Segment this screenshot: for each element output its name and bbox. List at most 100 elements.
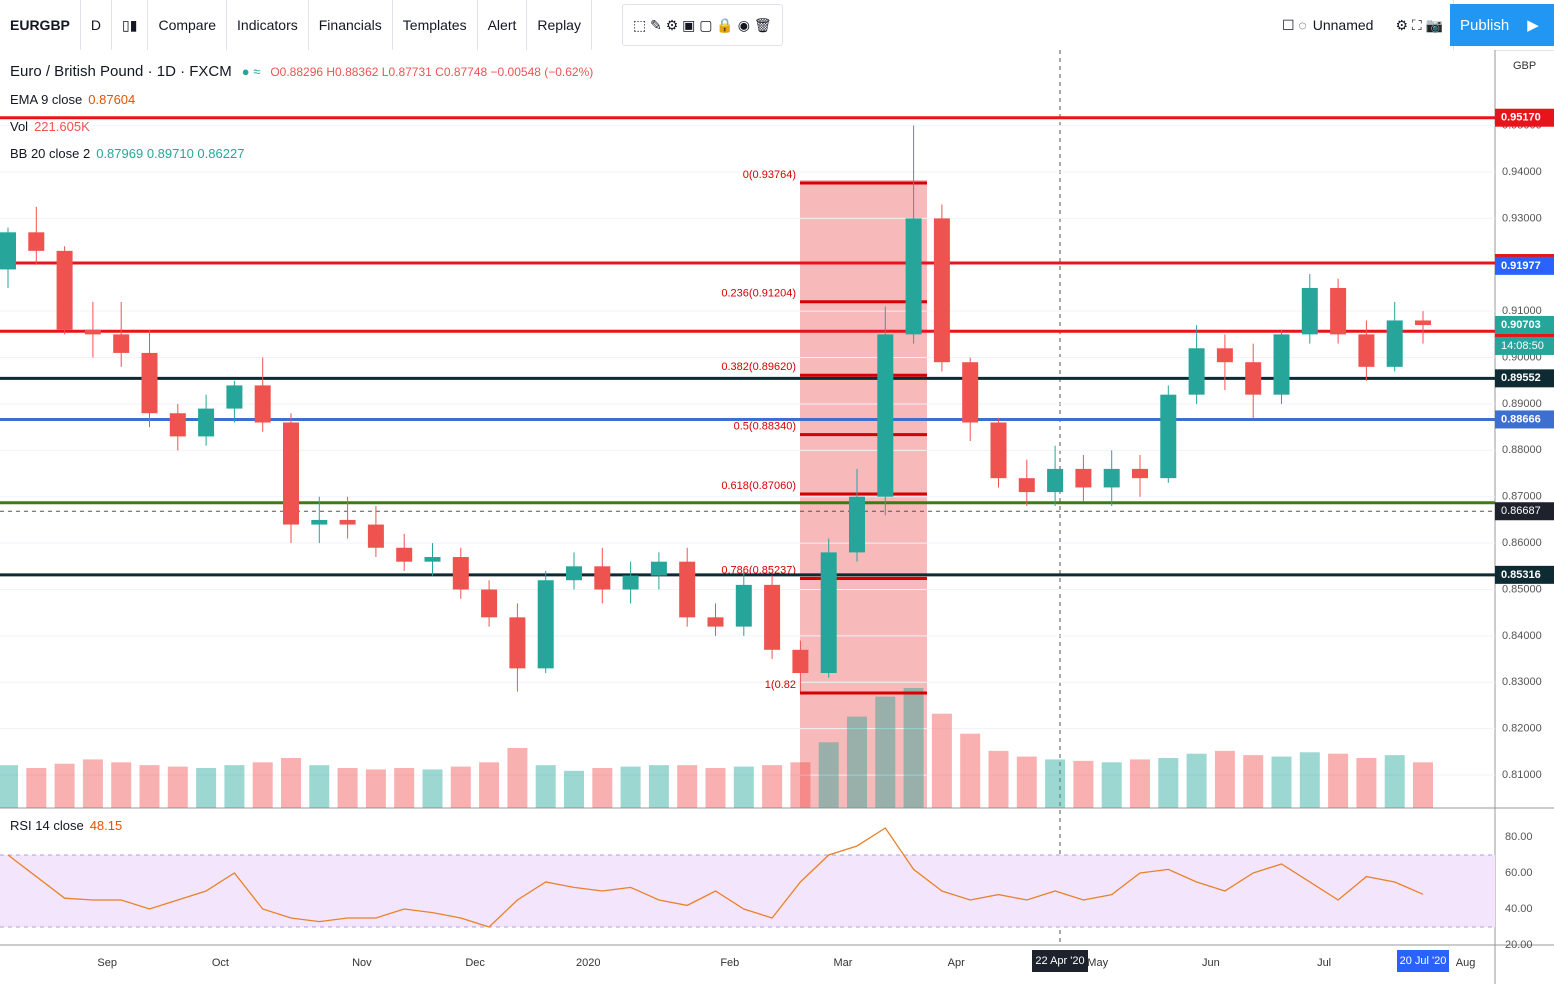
volume-bar bbox=[1016, 756, 1037, 808]
volume-bar bbox=[309, 765, 330, 808]
y-tick-label: 0.84000 bbox=[1502, 630, 1542, 642]
price-badge-label: 0.95170 bbox=[1501, 112, 1541, 124]
candle-body bbox=[396, 547, 413, 562]
candle-body bbox=[1301, 287, 1318, 335]
crosshair-label: 0.86687 bbox=[1501, 505, 1541, 517]
rsi-value: 48.15 bbox=[89, 818, 123, 833]
volume-bar bbox=[507, 748, 528, 808]
y-tick-label: 0.91000 bbox=[1502, 305, 1542, 317]
volume-bar bbox=[592, 768, 613, 808]
volume-bar bbox=[1299, 752, 1320, 808]
price-badge-label: 0.89552 bbox=[1501, 372, 1541, 384]
chart-type[interactable]: ▯▮ bbox=[112, 0, 149, 50]
y-tick-label: 0.81000 bbox=[1502, 769, 1542, 781]
rsi-tick-label: 20.00 bbox=[1505, 939, 1533, 951]
toolbar-button[interactable]: Financials bbox=[309, 0, 393, 50]
x-tick-label: Apr bbox=[948, 957, 965, 969]
price-badge bbox=[1495, 565, 1554, 584]
candle-body bbox=[1415, 320, 1431, 326]
volume-bar bbox=[988, 750, 1009, 808]
y-tick-label: 0.93000 bbox=[1502, 212, 1542, 224]
candle-body bbox=[735, 584, 752, 627]
price-badge bbox=[1495, 315, 1554, 334]
volume-bar bbox=[1101, 762, 1122, 808]
legend-title: Euro / British Pound · 1D · FXCM bbox=[10, 63, 232, 80]
toolbar-button[interactable]: Replay bbox=[527, 0, 592, 50]
fib-label: 0.236(0.91204) bbox=[721, 288, 796, 300]
volume-bar bbox=[1045, 759, 1066, 808]
x-tick-label: Dec bbox=[465, 957, 485, 969]
x-tick-label: May bbox=[1087, 957, 1108, 969]
volume-bar bbox=[677, 765, 698, 808]
volume-bar bbox=[931, 713, 952, 808]
volume-bar bbox=[875, 696, 896, 808]
volume-bar bbox=[790, 762, 811, 808]
volume-bar bbox=[1243, 755, 1264, 808]
interval[interactable]: D bbox=[81, 0, 113, 50]
plot-bg bbox=[0, 50, 1495, 808]
fib-label: 1(0.82 bbox=[765, 679, 796, 691]
volume-bar bbox=[196, 768, 217, 808]
toolbar-button[interactable]: Templates bbox=[393, 0, 478, 50]
rsi-tick-label: 40.00 bbox=[1505, 903, 1533, 915]
candle-body bbox=[254, 385, 271, 423]
toolbar: EURGBP D ▯▮ Compare Indicators Financials T… bbox=[0, 0, 1554, 51]
price-badge-label: 0.85316 bbox=[1501, 569, 1541, 581]
candle-body bbox=[1188, 348, 1205, 395]
legend-ohlc: O0.88296 H0.88362 L0.87731 C0.87748 −0.0… bbox=[270, 65, 594, 79]
price-badge bbox=[1495, 256, 1554, 275]
currency: GBP bbox=[1513, 60, 1536, 72]
toolbar-button[interactable]: Indicators bbox=[227, 0, 309, 50]
candle-body bbox=[0, 232, 16, 270]
toolbar-button[interactable]: Compare bbox=[148, 0, 228, 50]
volume-bar bbox=[337, 768, 358, 808]
candle-body bbox=[650, 561, 667, 576]
candle-body bbox=[990, 422, 1007, 479]
volume-bar bbox=[1328, 753, 1349, 808]
volume-bar bbox=[762, 765, 783, 808]
candle-body bbox=[1132, 468, 1148, 479]
date-badge bbox=[1397, 950, 1449, 972]
candle-body bbox=[481, 589, 498, 618]
candle-body bbox=[877, 334, 894, 497]
y-tick-label: 0.83000 bbox=[1502, 676, 1542, 688]
candle-body bbox=[509, 617, 526, 669]
candle-body bbox=[1075, 468, 1092, 488]
candle-body bbox=[1018, 478, 1035, 493]
candle-body bbox=[198, 408, 215, 437]
volume-bar bbox=[1214, 750, 1235, 808]
publish-button[interactable]: Publish ▶ bbox=[1450, 4, 1554, 46]
volume-bar bbox=[394, 768, 415, 808]
candle-body bbox=[28, 232, 45, 251]
x-tick-label: Sep bbox=[97, 957, 117, 969]
legend-vol: Vol 221.605K bbox=[10, 113, 593, 140]
candle-body bbox=[933, 218, 950, 363]
countdown-badge bbox=[1495, 336, 1554, 355]
volume-bar bbox=[1384, 755, 1405, 808]
symbol[interactable]: EURGBP bbox=[0, 0, 81, 50]
vol-value: 221.605K bbox=[34, 119, 90, 134]
candle-body bbox=[169, 413, 186, 437]
bb-values: 0.87969 0.89710 0.86227 bbox=[96, 146, 245, 161]
candle-body bbox=[566, 566, 582, 581]
x-tick-label: Feb bbox=[720, 957, 739, 969]
candle-body bbox=[452, 557, 469, 590]
price-badge-label: 0.91977 bbox=[1501, 260, 1541, 272]
last-date: 20 Jul '20 bbox=[1400, 955, 1447, 967]
rsi-tick-label: 80.00 bbox=[1505, 831, 1533, 843]
price-badge-label: 0.90703 bbox=[1501, 319, 1541, 331]
legend-ema: EMA 9 close 0.87604 bbox=[10, 86, 593, 113]
y-tick-label: 0.94000 bbox=[1502, 166, 1542, 178]
candle-body bbox=[311, 519, 328, 525]
toolbar-button[interactable]: Alert bbox=[478, 0, 528, 50]
volume-bar bbox=[648, 765, 669, 808]
rsi-legend: RSI 14 close 48.15 bbox=[10, 818, 122, 833]
candle-body bbox=[367, 524, 384, 548]
y-tick-label: 0.87000 bbox=[1502, 491, 1542, 503]
volume-bar bbox=[224, 765, 245, 808]
volume-bar bbox=[1413, 762, 1433, 808]
volume-bar bbox=[960, 733, 981, 808]
candle-body bbox=[820, 552, 837, 674]
